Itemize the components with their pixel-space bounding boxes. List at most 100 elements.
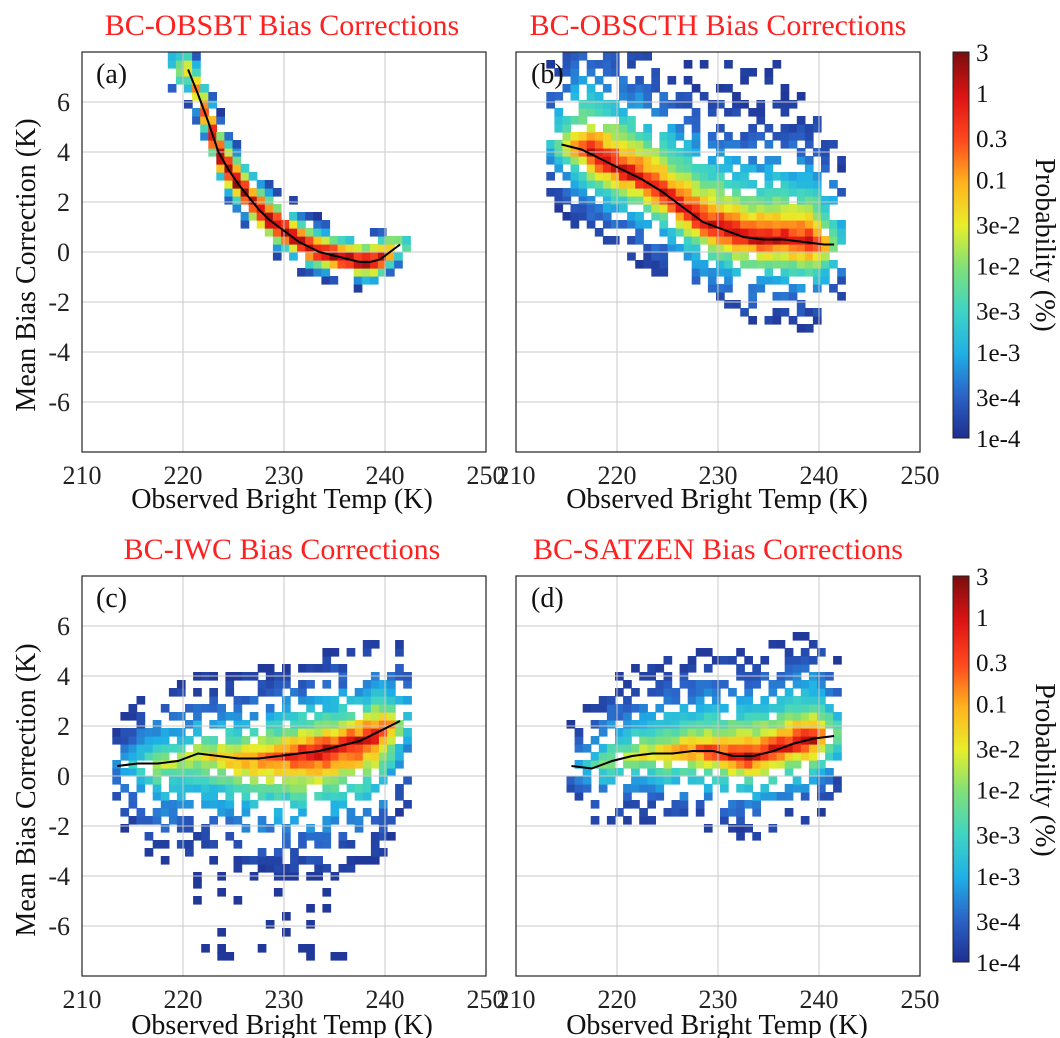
heatmap-cell	[570, 164, 580, 173]
heatmap-cell	[780, 108, 790, 117]
heatmap-cell	[112, 760, 121, 769]
heatmap-cell	[578, 204, 588, 213]
heatmap-cell	[606, 776, 616, 785]
heatmap-cell	[606, 720, 616, 729]
heatmap-cell	[699, 188, 709, 197]
heatmap-cell	[808, 640, 818, 649]
heatmap-cell	[683, 140, 693, 149]
heatmap-cell	[623, 704, 632, 713]
heatmap-cell	[732, 300, 741, 309]
heatmap-cell	[241, 824, 251, 833]
heatmap-cell	[829, 260, 838, 269]
heatmap-cell	[800, 648, 810, 657]
heatmap-cell	[610, 68, 620, 77]
heatmap-cell	[321, 252, 331, 261]
heatmap-cell	[241, 784, 251, 793]
heatmap-cell	[631, 768, 640, 777]
heatmap-cell	[772, 132, 782, 141]
heatmap-cell	[703, 648, 713, 657]
heatmap-cell	[387, 816, 396, 825]
heatmap-cell	[369, 252, 379, 261]
heatmap-cell	[136, 744, 146, 753]
heatmap-cell	[257, 744, 267, 753]
heatmap-cell	[241, 800, 251, 809]
heatmap-cell	[314, 864, 323, 873]
heatmap-cell	[804, 180, 814, 189]
heatmap-cell	[732, 92, 741, 101]
heatmap-cell	[574, 736, 584, 745]
heatmap-cell	[772, 228, 782, 237]
heatmap-cell	[378, 832, 388, 841]
heatmap-cell	[562, 124, 572, 133]
panel-label: (a)	[96, 59, 127, 90]
heatmap-cell	[370, 856, 380, 865]
heatmap-cell	[728, 720, 737, 729]
x-tick-label: 220	[598, 461, 637, 490]
heatmap-cell	[298, 728, 307, 737]
heatmap-cell	[631, 664, 640, 673]
heatmap-cell	[217, 704, 226, 713]
heatmap-cell	[297, 220, 306, 229]
heatmap-cell	[724, 236, 733, 245]
heatmap-cell	[615, 768, 624, 777]
heatmap-cell	[562, 132, 572, 141]
heatmap-cell	[185, 816, 194, 825]
heatmap-cell	[232, 164, 242, 173]
heatmap-cell	[647, 744, 656, 753]
heatmap-cell	[314, 720, 323, 729]
heatmap-cell	[112, 728, 121, 737]
heatmap-cell	[387, 736, 396, 745]
heatmap-cell	[703, 680, 713, 689]
heatmap-cell	[590, 752, 600, 761]
heatmap-cell	[663, 752, 673, 761]
heatmap-cell	[792, 696, 802, 705]
heatmap-cell	[314, 696, 323, 705]
heatmap-cell	[378, 680, 388, 689]
heatmap-cell	[370, 680, 380, 689]
heatmap-cell	[346, 736, 356, 745]
heatmap-cell	[744, 736, 753, 745]
heatmap-cell	[812, 196, 822, 205]
x-tick-label: 250	[901, 985, 940, 1014]
heatmap-cell	[176, 792, 186, 801]
y-tick-label: -2	[48, 288, 70, 317]
heatmap-cell	[610, 156, 620, 165]
heatmap-cell	[594, 60, 604, 69]
heatmap-cell	[707, 100, 717, 109]
heatmap-cell	[610, 204, 620, 213]
x-tick-label: 210	[63, 461, 102, 490]
heatmap-cell	[635, 228, 644, 237]
heatmap-cell	[788, 140, 798, 149]
heatmap-cell	[703, 768, 713, 777]
heatmap-cell	[752, 752, 761, 761]
heatmap-cell	[647, 784, 656, 793]
x-tick-label: 240	[366, 461, 405, 490]
heatmap-cell	[800, 704, 810, 713]
heatmap-cell	[306, 760, 315, 769]
heatmap-cell	[185, 824, 194, 833]
heatmap-cell	[623, 736, 632, 745]
heatmap-cell	[631, 760, 640, 769]
heatmap-cell	[338, 768, 348, 777]
heatmap-cell	[764, 196, 774, 205]
heatmap-cell	[185, 736, 194, 745]
heatmap-cell	[264, 196, 274, 205]
heatmap-cell	[606, 768, 616, 777]
heatmap-cell	[610, 108, 620, 117]
heatmap-cell	[208, 100, 217, 109]
heatmap-cell	[395, 784, 404, 793]
heatmap-cell	[776, 640, 786, 649]
heatmap-cell	[395, 664, 404, 673]
heatmap-cell	[643, 180, 652, 189]
heatmap-cell	[378, 816, 388, 825]
heatmap-cell	[792, 664, 802, 673]
heatmap-cell	[362, 680, 372, 689]
heatmap-cell	[184, 52, 193, 61]
heatmap-cell	[796, 212, 806, 221]
panel-b: BC-OBSCTH Bias Corrections (b) 210 220 230…	[497, 9, 940, 515]
heatmap-cell	[804, 124, 814, 133]
heatmap-cell	[256, 212, 266, 221]
heatmap-cell	[136, 720, 146, 729]
heatmap-cell	[209, 784, 218, 793]
